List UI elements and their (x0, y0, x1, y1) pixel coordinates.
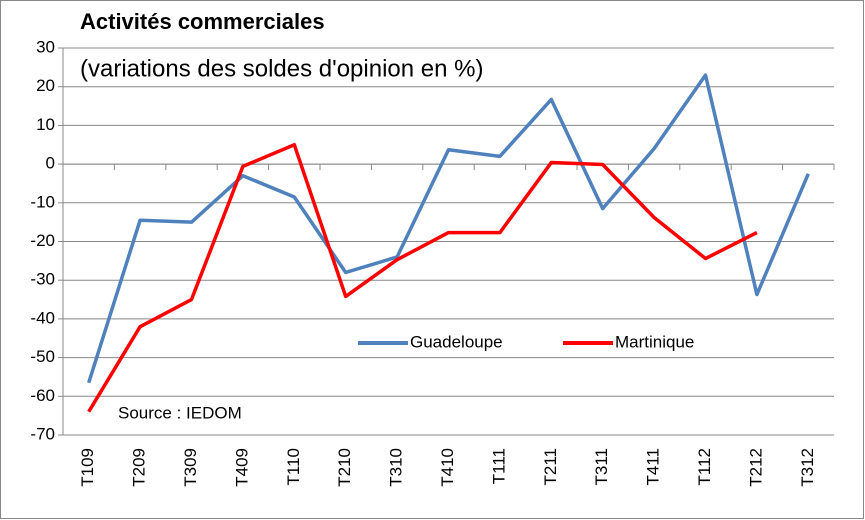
y-tick-label: -50 (30, 347, 55, 366)
x-tick-label: T210 (335, 448, 354, 487)
x-tick-label: T410 (438, 448, 457, 487)
y-tick-label: -10 (30, 192, 55, 211)
x-tick-label: T312 (798, 448, 817, 487)
x-tick-label: T110 (284, 448, 303, 486)
x-tick-label: T109 (78, 448, 97, 487)
x-tick-label: T309 (181, 448, 200, 487)
y-tick-label: -30 (30, 270, 55, 289)
chart-subtitle: (variations des soldes d'opinion en %) (80, 55, 483, 82)
annotation: Source : IEDOM (118, 403, 242, 422)
legend-label: Guadeloupe (410, 332, 503, 351)
y-tick-label: 20 (36, 76, 55, 95)
x-tick-label: T411 (644, 448, 663, 486)
legend-label: Martinique (615, 332, 694, 351)
y-tick-label: 30 (36, 37, 55, 56)
y-tick-label: -70 (30, 424, 55, 443)
x-tick-label: T209 (130, 448, 149, 487)
x-tick-label: T111 (489, 448, 508, 484)
x-tick-label: T211 (541, 448, 560, 486)
x-tick-label: T212 (746, 448, 765, 487)
y-tick-label: 0 (46, 154, 55, 173)
series-line (87, 73, 810, 384)
x-tick-label: T310 (387, 448, 406, 487)
chart-title: Activités commerciales (80, 9, 325, 34)
y-tick-label: -20 (30, 231, 55, 250)
x-tick-label: T311 (592, 448, 611, 486)
x-tick-label: T409 (232, 448, 251, 487)
y-tick-label: -60 (30, 386, 55, 405)
x-tick-label: T112 (695, 448, 714, 486)
y-tick-label: 10 (36, 115, 55, 134)
series-line (87, 143, 758, 413)
y-tick-label: -40 (30, 308, 55, 327)
